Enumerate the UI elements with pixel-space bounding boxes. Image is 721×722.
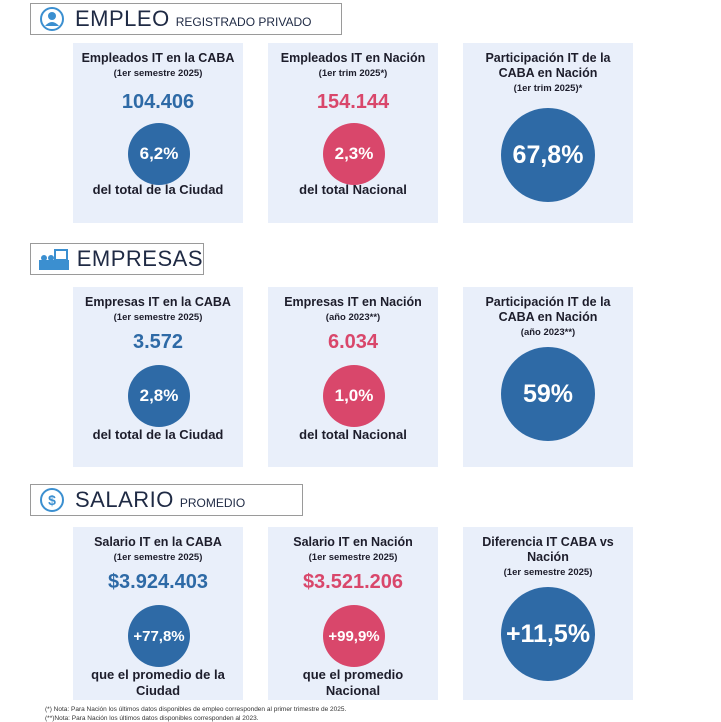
card-subtitle: (1er trim 2025)* [513,83,583,94]
card-title: Empleados IT en la CABA (1er semestre 202… [77,51,239,81]
card-footer: del total de la Ciudad [92,427,224,442]
card-footer: del total Nacional [299,427,407,442]
card-footer: que el promedio de la Ciudad [91,667,225,698]
card-subtitle: (1er semestre 2025) [113,312,203,323]
card: Empresas IT en la CABA (1er semestre 2025… [73,287,243,467]
card-circle: +11,5% [501,587,595,681]
card-subtitle: (1er trim 2025*) [318,68,388,79]
card-footer: del total de la Ciudad [92,182,224,197]
section-subtitle: PROMEDIO [179,496,246,510]
card-circle: +99,9% [323,605,385,667]
footnote: (**)Nota: Para Nación los últimos datos … [45,715,259,722]
card: Salario IT en Nación (1er semestre 2025) $… [268,527,438,700]
card-title: Salario IT en Nación (1er semestre 2025) [272,535,434,565]
card-circle: 6,2% [128,123,190,185]
card: Participación IT de la CABA en Nación (añ… [463,287,633,467]
card-circle: 2,3% [323,123,385,185]
svg-text:$: $ [48,492,56,508]
card-subtitle: (1er semestre 2025) [113,552,203,563]
section-title: EMPRESAS [76,246,203,271]
card-title: Salario IT en la CABA (1er semestre 2025) [77,535,239,565]
card-circle: 2,8% [128,365,190,427]
card: Salario IT en la CABA (1er semestre 2025)… [73,527,243,700]
card-value: 6.034 [327,331,379,353]
card-title: Empresas IT en la CABA (1er semestre 2025… [77,295,239,325]
card-circle: 59% [501,347,595,441]
section-header: EMPRESAS [30,243,204,275]
card-value: 3.572 [132,331,184,353]
card: Diferencia IT CABA vs Nación (1er semestr… [463,527,633,700]
section-header: EMPLEO REGISTRADO PRIVADO [30,3,342,35]
card-subtitle: (1er semestre 2025) [113,68,203,79]
card-circle: +77,8% [128,605,190,667]
card-value: $3.521.206 [302,571,404,593]
card: Empleados IT en la CABA (1er semestre 202… [73,43,243,223]
card-footer: que el promedio Nacional [302,667,404,698]
section-title: SALARIO [75,487,174,512]
card-subtitle: (año 2023**) [520,327,576,338]
footnote: (*) Nota: Para Nación los últimos datos … [45,706,347,713]
card-subtitle: (1er semestre 2025) [503,567,593,578]
card-title: Participación IT de la CABA en Nación (añ… [467,295,629,340]
card: Empresas IT en Nación (año 2023**) 6.034 1,… [268,287,438,467]
section-title: EMPLEO [75,6,170,31]
card-subtitle: (1er semestre 2025) [308,552,398,563]
section-header: $ SALARIO PROMEDIO [30,484,303,516]
card-title: Empresas IT en Nación (año 2023**) [272,295,434,325]
card-value: 104.406 [121,91,195,113]
icon: $ [40,488,64,512]
card-circle: 1,0% [323,365,385,427]
icon [40,7,64,31]
card-subtitle: (año 2023**) [325,312,381,323]
section-subtitle: REGISTRADO PRIVADO [175,15,312,29]
card-value: 154.144 [316,91,390,113]
card-title: Diferencia IT CABA vs Nación (1er semestr… [467,535,629,580]
card: Empleados IT en Nación (1er trim 2025*) 15… [268,43,438,223]
icon [39,249,69,270]
card: Participación IT de la CABA en Nación (1e… [463,43,633,223]
card-title: Empleados IT en Nación (1er trim 2025*) [272,51,434,81]
card-value: $3.924.403 [107,571,209,593]
card-title: Participación IT de la CABA en Nación (1e… [467,51,629,96]
card-footer: del total Nacional [299,182,407,197]
card-circle: 67,8% [501,108,595,202]
